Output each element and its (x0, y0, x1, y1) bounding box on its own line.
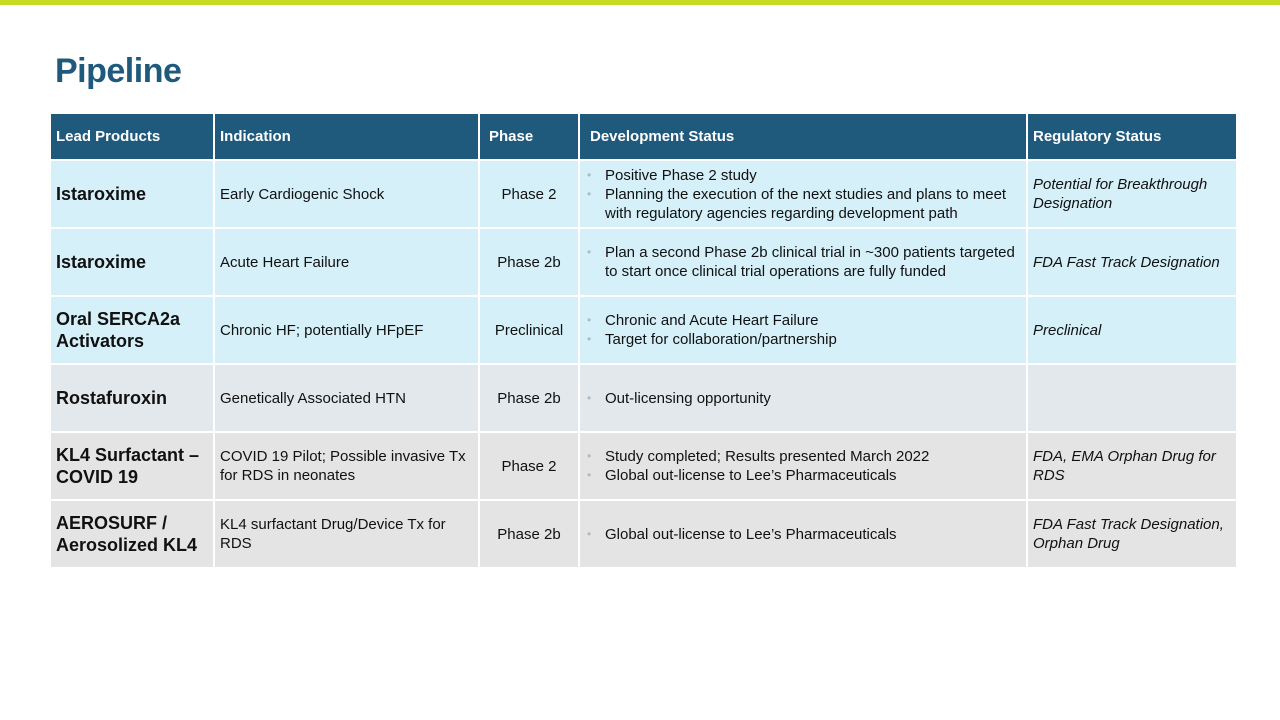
regulatory-status-cell: Potential for Breakthrough Designation (1026, 159, 1238, 229)
development-status-cell: Plan a second Phase 2b clinical trial in… (578, 227, 1028, 297)
pipeline-table: Lead Products Indication Phase Developme… (49, 112, 1238, 569)
regulatory-status-cell: FDA, EMA Orphan Drug for RDS (1026, 431, 1238, 501)
development-status-cell: Global out-license to Lee’s Pharmaceutic… (578, 499, 1028, 569)
product-cell: AEROSURF / Aerosolized KL4 (49, 499, 215, 569)
regulatory-status-cell: Preclinical (1026, 295, 1238, 365)
phase-cell: Phase 2b (478, 363, 580, 433)
regulatory-status-cell: FDA Fast Track Designation, Orphan Drug (1026, 499, 1238, 569)
status-item: Global out-license to Lee’s Pharmaceutic… (587, 525, 1021, 544)
development-status-cell: Study completed; Results presented March… (578, 431, 1028, 501)
status-list: Positive Phase 2 studyPlanning the execu… (585, 166, 1021, 223)
phase-cell: Preclinical (478, 295, 580, 365)
phase-cell: Phase 2 (478, 431, 580, 501)
phase-cell: Phase 2b (478, 227, 580, 297)
product-cell: KL4 Surfactant – COVID 19 (49, 431, 215, 501)
col-phase: Phase (478, 112, 580, 161)
indication-cell: Acute Heart Failure (213, 227, 480, 297)
regulatory-status-cell: FDA Fast Track Designation (1026, 227, 1238, 297)
product-cell: Rostafuroxin (49, 363, 215, 433)
status-item: Plan a second Phase 2b clinical trial in… (587, 243, 1021, 281)
indication-cell: COVID 19 Pilot; Possible invasive Tx for… (213, 431, 480, 501)
status-item: Out-licensing opportunity (587, 389, 1021, 408)
development-status-cell: Out-licensing opportunity (578, 363, 1028, 433)
col-lead-products: Lead Products (49, 112, 215, 161)
indication-cell: Chronic HF; potentially HFpEF (213, 295, 480, 365)
development-status-cell: Chronic and Acute Heart FailureTarget fo… (578, 295, 1028, 365)
product-cell: Oral SERCA2a Activators (49, 295, 215, 365)
table-row: Rostafuroxin Genetically Associated HTN … (49, 363, 1238, 433)
status-item: Global out-license to Lee’s Pharmaceutic… (587, 466, 1021, 485)
table-row: KL4 Surfactant – COVID 19 COVID 19 Pilot… (49, 431, 1238, 501)
status-list: Global out-license to Lee’s Pharmaceutic… (585, 525, 1021, 544)
col-development-status: Development Status (578, 112, 1028, 161)
status-item: Target for collaboration/partnership (587, 330, 1021, 349)
phase-cell: Phase 2b (478, 499, 580, 569)
header-row: Lead Products Indication Phase Developme… (49, 112, 1238, 161)
product-cell: Istaroxime (49, 159, 215, 229)
status-item: Study completed; Results presented March… (587, 447, 1021, 466)
indication-cell: Genetically Associated HTN (213, 363, 480, 433)
accent-bar (0, 0, 1280, 5)
table-row: AEROSURF / Aerosolized KL4 KL4 surfactan… (49, 499, 1238, 569)
indication-cell: KL4 surfactant Drug/Device Tx for RDS (213, 499, 480, 569)
status-list: Out-licensing opportunity (585, 389, 1021, 408)
product-cell: Istaroxime (49, 227, 215, 297)
regulatory-status-cell (1026, 363, 1238, 433)
development-status-cell: Positive Phase 2 studyPlanning the execu… (578, 159, 1028, 229)
status-item: Planning the execution of the next studi… (587, 185, 1021, 223)
phase-cell: Phase 2 (478, 159, 580, 229)
table-row: Istaroxime Early Cardiogenic Shock Phase… (49, 159, 1238, 229)
col-regulatory-status: Regulatory Status (1026, 112, 1238, 161)
status-list: Plan a second Phase 2b clinical trial in… (585, 243, 1021, 281)
status-item: Chronic and Acute Heart Failure (587, 311, 1021, 330)
status-list: Chronic and Acute Heart FailureTarget fo… (585, 311, 1021, 349)
status-item: Positive Phase 2 study (587, 166, 1021, 185)
table-row: Istaroxime Acute Heart Failure Phase 2b … (49, 227, 1238, 297)
col-indication: Indication (213, 112, 480, 161)
page-title: Pipeline (55, 52, 182, 90)
indication-cell: Early Cardiogenic Shock (213, 159, 480, 229)
table-row: Oral SERCA2a Activators Chronic HF; pote… (49, 295, 1238, 365)
status-list: Study completed; Results presented March… (585, 447, 1021, 485)
